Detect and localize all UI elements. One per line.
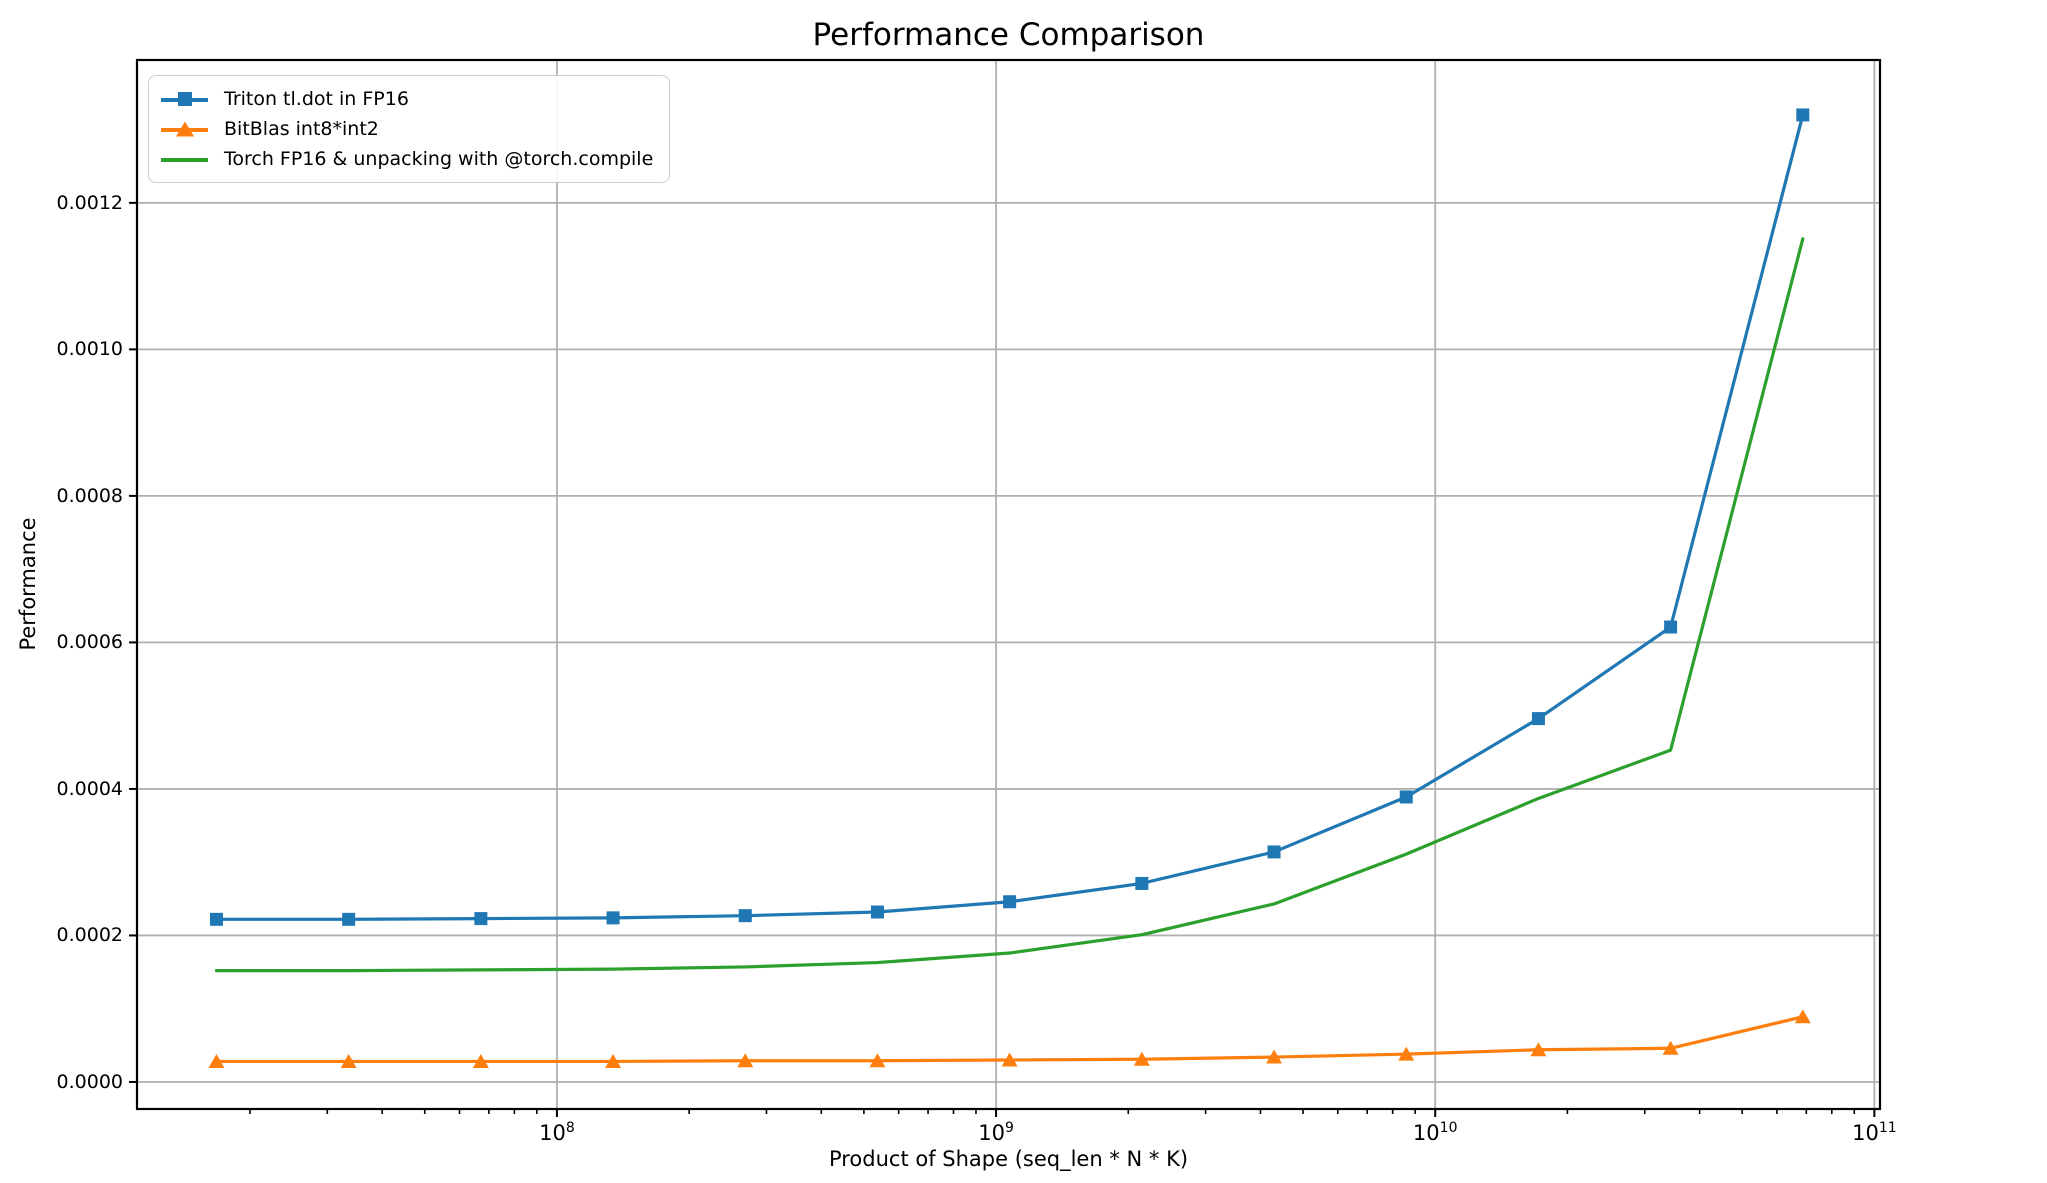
series-1-marker [1266, 1049, 1283, 1064]
x-tick-label: 108 [539, 1120, 575, 1145]
series-0-marker [1003, 895, 1017, 909]
x-axis-label: Product of Shape (seq_len * N * K) [828, 1147, 1189, 1171]
legend-item: Triton tl.dot in FP16 [161, 84, 653, 114]
x-tick-label: 1010 [1412, 1120, 1458, 1145]
legend-line-sample [161, 91, 208, 107]
series-1-marker [208, 1053, 225, 1068]
series-0-marker [606, 911, 620, 925]
y-tick-label: 0.0004 [56, 777, 123, 800]
y-tick-label: 0.0006 [56, 631, 123, 654]
series-0-marker [738, 909, 752, 923]
legend-item: Torch FP16 & unpacking with @torch.compi… [161, 144, 653, 174]
series-1-marker [1662, 1040, 1679, 1055]
series-1-marker [1398, 1046, 1415, 1061]
x-tick-label: 109 [978, 1120, 1014, 1145]
y-tick-label: 0.0008 [56, 484, 123, 507]
series-1-marker [1001, 1052, 1018, 1067]
square-marker-icon [177, 92, 192, 106]
series-1-marker [1133, 1051, 1150, 1066]
y-tick-label: 0.0010 [56, 338, 123, 361]
series-1-marker [1794, 1009, 1811, 1024]
series-1-marker [340, 1053, 357, 1068]
series-1-marker [869, 1053, 886, 1068]
series-1-marker [1530, 1042, 1547, 1057]
series-0-marker [342, 912, 356, 926]
series-0-marker [1267, 845, 1281, 859]
legend-label: BitBlas int8*int2 [224, 118, 379, 140]
series-1-marker [605, 1053, 622, 1068]
series-0-marker [209, 912, 223, 926]
series-0-marker [1135, 876, 1149, 890]
series-0-marker [870, 905, 884, 919]
series-line-0 [214, 113, 1805, 921]
series-0-marker [474, 912, 488, 926]
triangle-marker-icon [175, 121, 194, 137]
series-0-marker [1796, 108, 1810, 122]
chart-title: Performance Comparison [812, 17, 1205, 53]
series-0-marker [1664, 620, 1678, 634]
y-tick-label: 0.0012 [56, 191, 123, 214]
legend-label: Torch FP16 & unpacking with @torch.compi… [224, 148, 654, 170]
legend-label: Triton tl.dot in FP16 [224, 88, 409, 110]
series-0-marker [1531, 712, 1545, 726]
y-tick-label: 0.0002 [56, 924, 123, 947]
legend: Triton tl.dot in FP16 BitBlas int8*int2 To… [148, 75, 671, 183]
legend-item: BitBlas int8*int2 [161, 114, 653, 144]
series-0-marker [1399, 790, 1413, 804]
legend-line-sample [161, 151, 208, 167]
y-tick-label: 0.0000 [56, 1070, 123, 1093]
series-line-2 [214, 237, 1805, 973]
series-1-marker [737, 1053, 754, 1068]
legend-line-sample [161, 121, 208, 137]
y-axis-label: Performance [16, 517, 40, 651]
series-1-marker [472, 1053, 489, 1068]
plot-border [135, 58, 1882, 1111]
x-tick-label: 1011 [1852, 1120, 1897, 1145]
